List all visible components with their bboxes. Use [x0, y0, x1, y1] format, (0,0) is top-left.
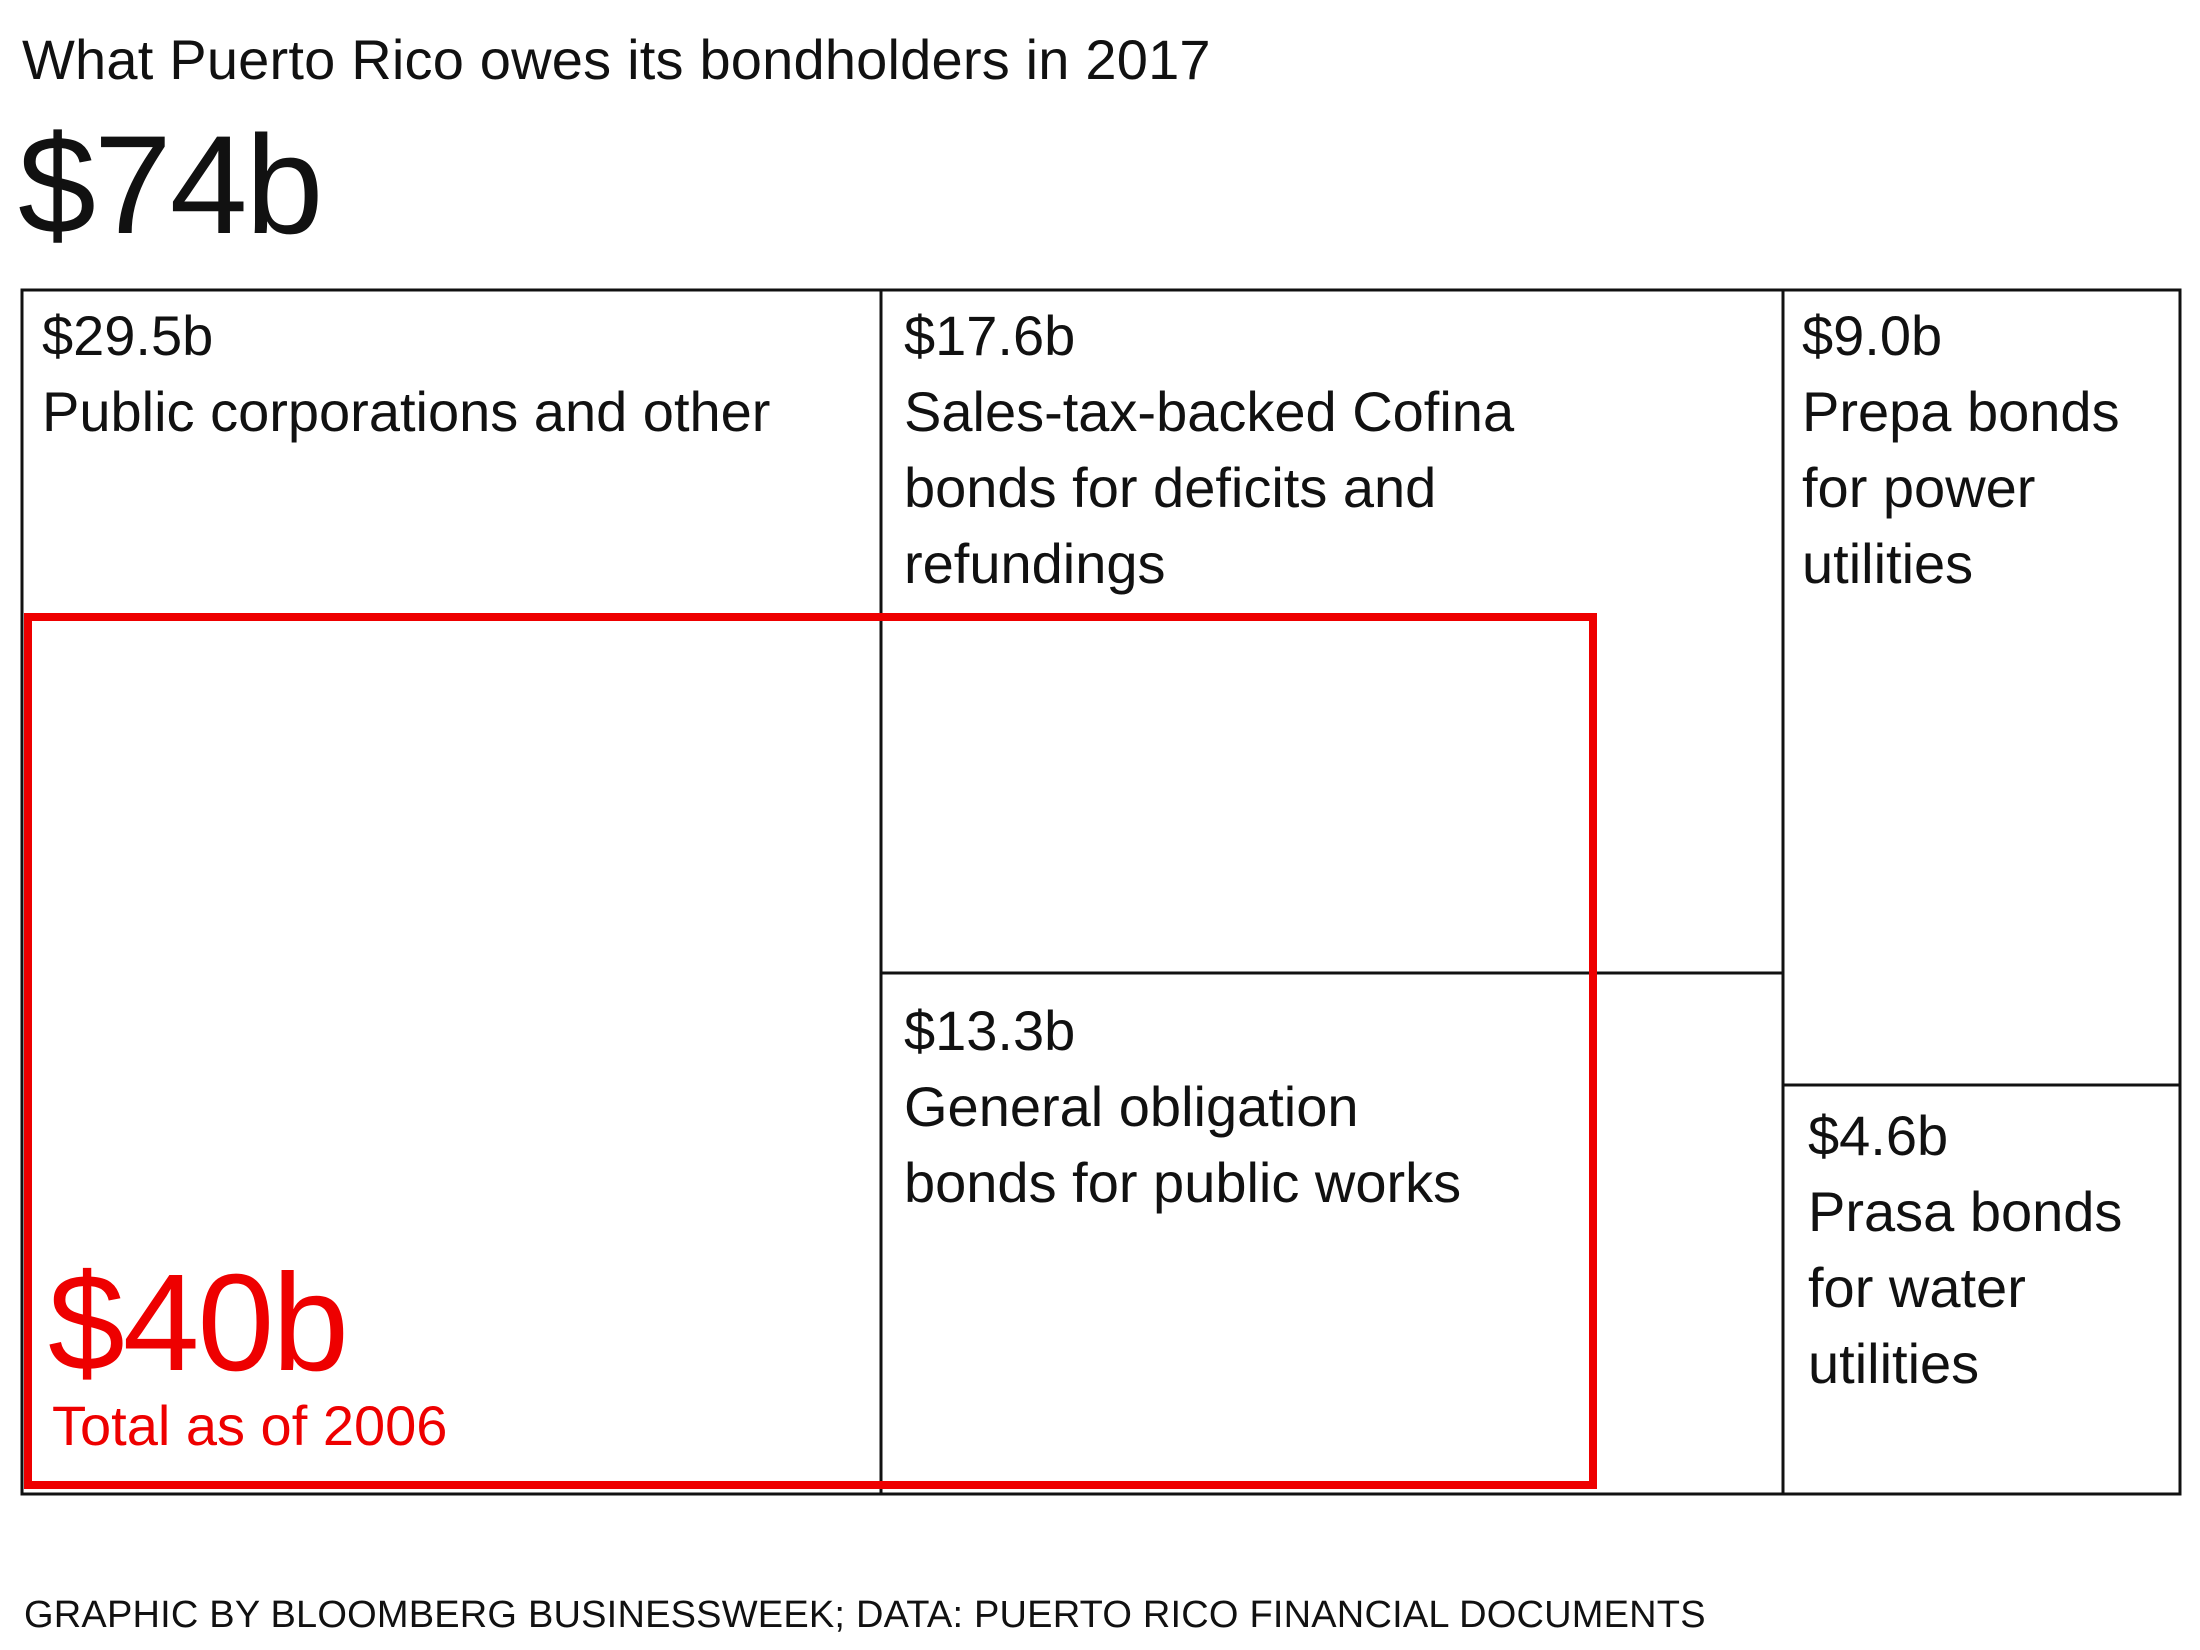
segment-category-label: Public corporations and other: [42, 380, 770, 443]
segment-category-label: bonds for deficits and: [904, 456, 1436, 519]
segment-value-label: $13.3b: [904, 999, 1075, 1062]
segment-category-label: for power: [1802, 456, 2035, 519]
segment-category-label: for water: [1808, 1256, 2026, 1319]
segment-category-label: utilities: [1802, 532, 1973, 595]
segment-rect: [879, 288, 1785, 975]
segment-rect: [879, 971, 1785, 1496]
chart-total: $74b: [18, 106, 323, 263]
segment-category-label: Prasa bonds: [1808, 1180, 2122, 1243]
segment-category-label: utilities: [1808, 1332, 1979, 1395]
segment-category-label: General obligation: [904, 1075, 1359, 1138]
segment-category-label: refundings: [904, 532, 1166, 595]
segment-category-label: Prepa bonds: [1802, 380, 2120, 443]
overlay-caption: Total as of 2006: [52, 1394, 447, 1457]
overlay-rect: [24, 613, 1597, 1489]
segment-value-label: $17.6b: [904, 304, 1075, 367]
segment-value-label: $4.6b: [1808, 1104, 1948, 1167]
overlay-value-label: $40b: [48, 1246, 347, 1400]
segment-value-label: $29.5b: [42, 304, 213, 367]
source-credit: GRAPHIC BY BLOOMBERG BUSINESSWEEK; DATA:…: [24, 1594, 1706, 1636]
treemap-segment: $29.5b Public corporations and other: [20, 288, 883, 1496]
treemap-segment: $4.6b Prasa bonds for water utilities: [1781, 1083, 2182, 1496]
segment-rect: [1781, 288, 2182, 1087]
treemap-segment: $13.3b General obligation bonds for public…: [879, 971, 1785, 1496]
segment-rect: [20, 288, 883, 1496]
treemap-segment: $17.6b Sales-tax-backed Cofina bonds for d…: [879, 288, 1785, 975]
segment-category-label: bonds for public works: [904, 1151, 1461, 1214]
segment-rect: [1781, 1083, 2182, 1496]
segment-value-label: $9.0b: [1802, 304, 1942, 367]
segment-category-label: Sales-tax-backed Cofina: [904, 380, 1515, 443]
treemap-segment: $9.0b Prepa bonds for power utilities: [1781, 288, 2182, 1087]
chart-title: What Puerto Rico owes its bondholders in…: [22, 28, 1211, 91]
